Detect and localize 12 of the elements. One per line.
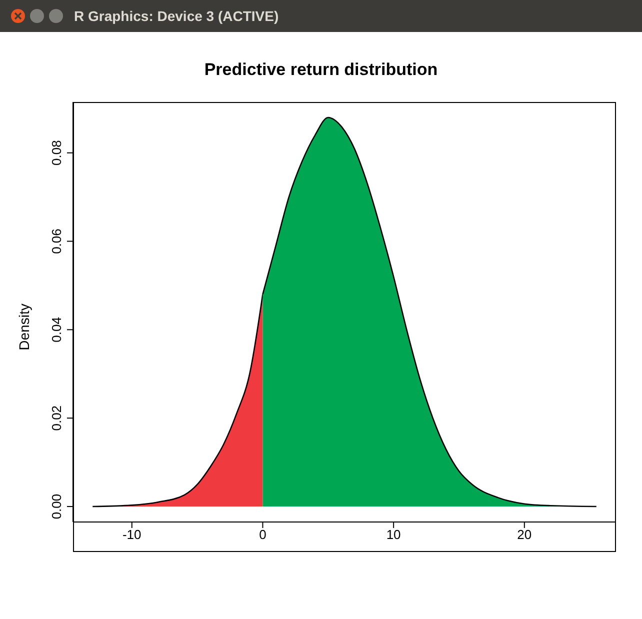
- x-tick-label: 20: [517, 527, 532, 542]
- x-tick-label: 10: [386, 527, 401, 542]
- y-tick-label: 0.06: [49, 228, 64, 254]
- y-axis-title: Density: [16, 304, 32, 350]
- x-tick-label: -10: [122, 527, 142, 542]
- y-tick-label: 0.02: [49, 405, 64, 431]
- y-tick-label: 0.04: [49, 317, 64, 342]
- text: R Graphics: Device 3 (ACTIVE): [74, 8, 279, 24]
- chart-title: Predictive return distribution: [203, 60, 439, 80]
- y-tick-label: 0.00: [49, 494, 64, 520]
- y-tick-label: 0.08: [49, 140, 64, 166]
- x-tick-label: 0: [259, 527, 266, 542]
